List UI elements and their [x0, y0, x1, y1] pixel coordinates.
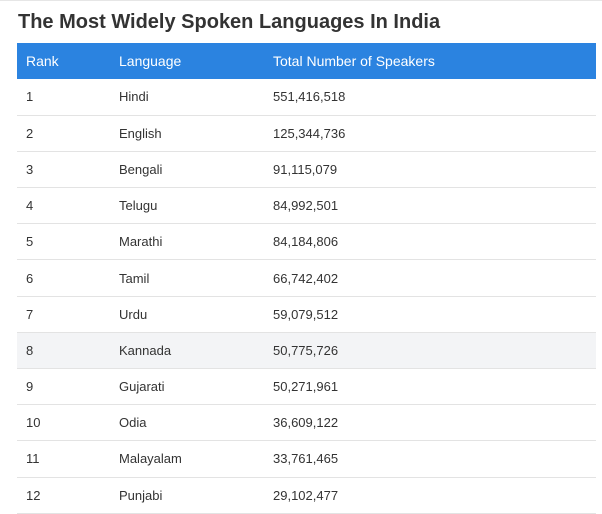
table-body: 1 Hindi 551,416,518 2 English 125,344,73…	[17, 79, 596, 514]
language-cell: Marathi	[119, 234, 163, 250]
speakers-cell: 66,742,402	[273, 270, 339, 286]
rank-cell: 1	[26, 89, 34, 105]
speakers-cell: 33,761,465	[273, 451, 339, 467]
rank-cell: 8	[26, 342, 34, 358]
table-row: 5 Marathi 84,184,806	[17, 224, 596, 260]
rank-cell: 11	[26, 451, 40, 467]
language-cell: Hindi	[119, 89, 149, 105]
table-row-highlighted: 8 Kannada 50,775,726	[17, 332, 596, 369]
language-cell: Gujarati	[119, 379, 165, 395]
table-header: Rank Language Total Number of Speakers	[17, 43, 596, 79]
speakers-cell: 59,079,512	[273, 306, 339, 322]
rank-cell: 12	[26, 487, 41, 503]
table-row: 7 Urdu 59,079,512	[17, 296, 596, 333]
speakers-cell: 551,416,518	[273, 89, 346, 105]
languages-table: Rank Language Total Number of Speakers 1…	[17, 43, 596, 514]
speakers-cell: 36,609,122	[273, 415, 339, 431]
language-cell: Telugu	[119, 198, 158, 214]
language-cell: Malayalam	[119, 451, 182, 467]
column-header-rank: Rank	[26, 53, 59, 69]
rank-cell: 6	[26, 270, 34, 286]
rank-cell: 5	[26, 234, 34, 250]
table-row: 2 English 125,344,736	[17, 115, 596, 152]
table-row: 12 Punjabi 29,102,477	[17, 477, 596, 514]
rank-cell: 9	[26, 379, 34, 395]
column-header-total-speakers: Total Number of Speakers	[273, 53, 435, 69]
table-row: 3 Bengali 91,115,079	[17, 151, 596, 188]
page-title: The Most Widely Spoken Languages In Indi…	[18, 11, 441, 33]
table-row: 1 Hindi 551,416,518	[17, 79, 596, 116]
table-row: 10 Odia 36,609,122	[17, 405, 596, 441]
speakers-cell: 50,271,961	[273, 379, 339, 395]
rank-cell: 7	[26, 306, 34, 322]
rank-cell: 4	[26, 198, 34, 214]
speakers-cell: 84,992,501	[273, 198, 339, 214]
language-cell: Punjabi	[119, 487, 163, 503]
table-row: 9 Gujarati 50,271,961	[17, 369, 596, 405]
language-cell: Tamil	[119, 270, 150, 286]
language-cell: English	[119, 125, 162, 141]
rank-cell: 2	[26, 125, 34, 141]
speakers-cell: 29,102,477	[273, 487, 339, 503]
language-cell: Urdu	[119, 306, 148, 322]
table-row: 11 Malayalam 33,761,465	[17, 441, 596, 478]
speakers-cell: 50,775,726	[273, 342, 339, 358]
table-row: 6 Tamil 66,742,402	[17, 260, 596, 297]
language-cell: Kannada	[119, 342, 172, 358]
speakers-cell: 84,184,806	[273, 234, 339, 250]
rank-cell: 3	[26, 161, 34, 177]
table-header-row: Rank Language Total Number of Speakers	[17, 43, 596, 79]
language-cell: Bengali	[119, 161, 163, 177]
language-cell: Odia	[119, 415, 147, 431]
rank-cell: 10	[26, 415, 41, 431]
speakers-cell: 125,344,736	[273, 125, 346, 141]
table-row: 4 Telugu 84,992,501	[17, 188, 596, 224]
speakers-cell: 91,115,079	[273, 161, 338, 177]
column-header-language: Language	[119, 53, 182, 69]
